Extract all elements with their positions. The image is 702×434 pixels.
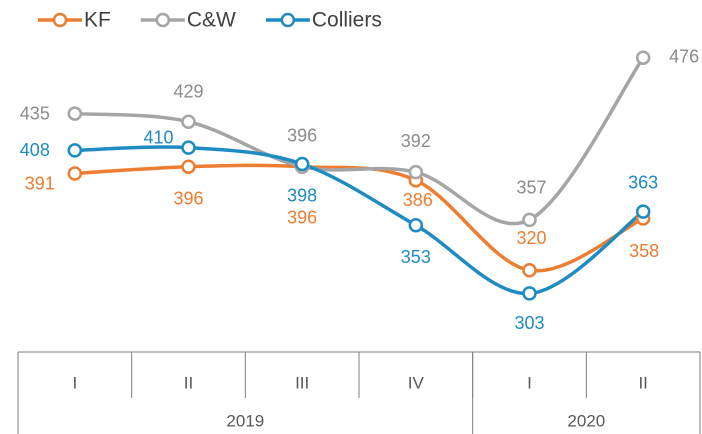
point [408,164,424,180]
data-label: 386 [403,190,433,210]
point [294,156,310,172]
legend-marker [280,12,296,28]
data-label: 476 [669,46,699,66]
point [181,159,196,174]
group-label: 2020 [567,411,605,430]
x-tick-label: I [72,373,77,392]
data-label: 358 [629,241,659,261]
data-label: 398 [287,186,317,206]
data-label: 363 [628,172,658,192]
x-tick-label: IV [408,373,425,392]
series-line [74,163,644,273]
data-label: 391 [25,173,55,193]
data-label: 392 [401,131,431,151]
legend-label: Colliers [312,9,382,32]
data-label: 357 [516,178,546,198]
x-tick-label: II [638,373,647,392]
point [181,140,196,155]
point [635,50,651,65]
point [181,114,196,129]
legend-label: KF [84,9,111,32]
data-label: 410 [143,127,173,147]
legend-marker [155,12,171,28]
point [67,143,83,158]
point [408,218,424,233]
data-label: 320 [516,228,546,248]
data-label: 408 [20,140,50,160]
point [67,106,83,121]
group-label: 2019 [226,411,264,430]
data-label: 396 [287,207,317,227]
legend-label: C&W [187,9,236,32]
point [67,166,83,181]
data-label: 353 [401,247,431,267]
x-tick-label: II [184,373,193,392]
x-tick-label: III [295,373,309,392]
data-label: 303 [514,313,544,333]
point [522,286,537,301]
data-label: 396 [173,188,203,208]
legend-marker [52,12,68,28]
point [522,212,537,228]
x-tick-label: I [527,373,532,392]
data-label: 396 [287,125,317,145]
point [522,263,537,278]
data-label: 435 [20,103,50,123]
data-label: 429 [173,81,203,101]
point [635,204,651,219]
